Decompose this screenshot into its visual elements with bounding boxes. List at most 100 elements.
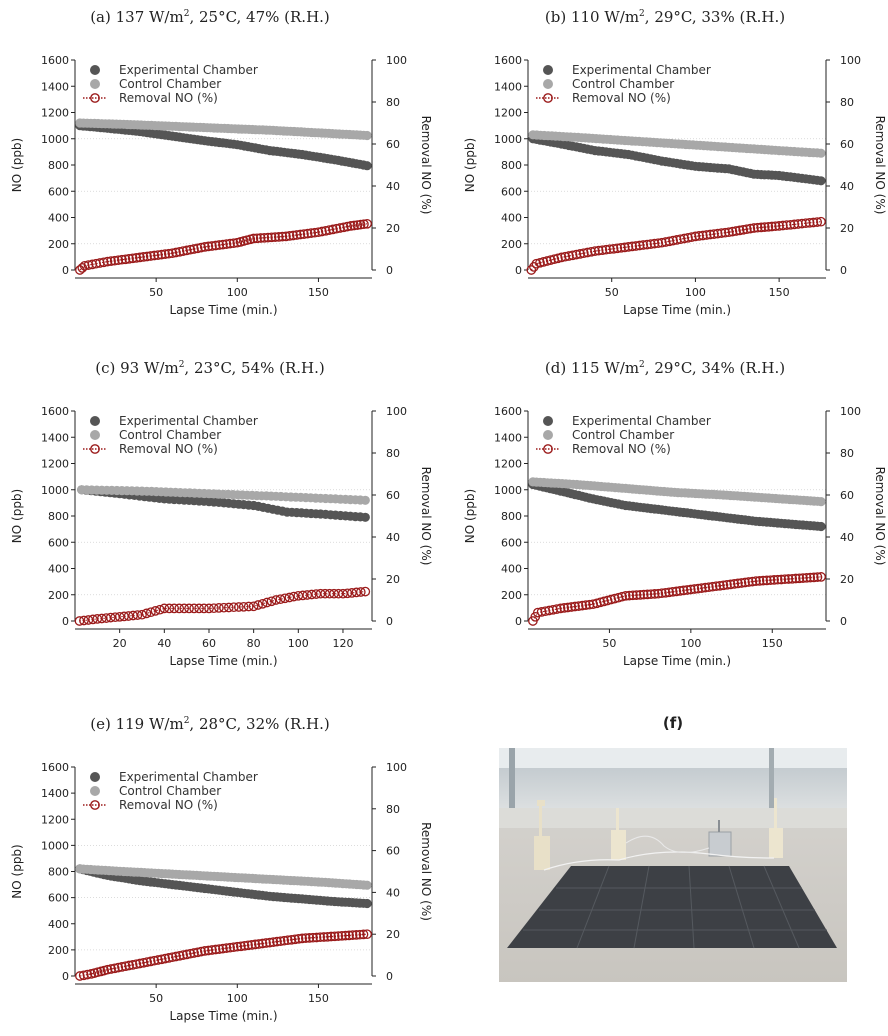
y-tick-label: 200 [48, 589, 69, 602]
data-point [280, 593, 290, 604]
data-point [311, 932, 322, 943]
data-point [150, 606, 161, 616]
data-point [282, 935, 293, 946]
y-tick-label: 0 [62, 264, 69, 277]
data-point [645, 239, 656, 249]
data-point [349, 220, 359, 231]
legend-marker [90, 786, 100, 796]
data-point [601, 244, 611, 255]
y-tick-label: 400 [501, 212, 522, 225]
series-control-chamber [528, 130, 826, 158]
data-point [359, 219, 369, 230]
series-removal-no- [75, 929, 372, 981]
data-point [718, 580, 729, 591]
y-tick-label: 0 [515, 615, 522, 628]
data-point [153, 955, 163, 965]
series-experimental-chamber [75, 121, 372, 171]
data-point [800, 218, 811, 229]
y2-axis-label: Removal NO (%) [873, 116, 887, 215]
y-tick-label: 1000 [494, 484, 522, 497]
y2-tick-label: 60 [386, 845, 400, 858]
data-point [649, 238, 660, 249]
data-point [313, 227, 324, 238]
data-point [769, 575, 779, 585]
data-point [816, 176, 826, 186]
data-point [612, 243, 623, 254]
data-point [360, 586, 371, 597]
data-point [306, 228, 317, 238]
data-point [179, 603, 190, 614]
data-point [203, 241, 214, 252]
data-point [189, 948, 199, 958]
data-point [642, 239, 652, 250]
y-tick-label: 600 [48, 185, 69, 198]
data-point [588, 599, 598, 610]
x-tick-label: 20 [113, 637, 127, 650]
data-point [120, 961, 131, 972]
data-point [716, 228, 727, 238]
y2-tick-label: 60 [840, 138, 854, 151]
data-point [604, 244, 615, 255]
data-point [567, 250, 578, 261]
data-point [199, 603, 209, 614]
data-point [816, 216, 826, 227]
data-point [586, 246, 597, 257]
y2-axis-label: Removal NO (%) [873, 467, 887, 566]
data-point [149, 955, 160, 966]
data-point [297, 933, 308, 944]
data-point [564, 251, 574, 261]
data-point [340, 930, 351, 941]
data-point [181, 245, 192, 256]
data-point [698, 230, 708, 241]
series-removal-no- [528, 572, 826, 626]
data-point [682, 585, 693, 595]
data-point [254, 939, 264, 949]
data-point [816, 148, 826, 158]
y-tick-label: 600 [48, 536, 69, 549]
data-point [801, 572, 812, 583]
data-point [266, 596, 277, 607]
data-point [542, 256, 552, 266]
data-point [243, 601, 254, 612]
legend-label: Experimental Chamber [119, 63, 258, 77]
data-point [711, 581, 722, 592]
data-point [214, 603, 224, 613]
data-point [358, 929, 369, 940]
data-point [281, 231, 291, 242]
data-point [149, 250, 160, 261]
data-point [700, 582, 711, 593]
data-point [724, 227, 734, 238]
data-point [145, 251, 156, 261]
data-point [733, 578, 743, 589]
legend-label: Control Chamber [119, 77, 221, 91]
data-point [709, 229, 719, 239]
data-point [214, 240, 225, 250]
x-axis-label: Lapse Time (min.) [169, 654, 277, 668]
data-point [268, 937, 279, 947]
y-tick-label: 200 [48, 238, 69, 251]
data-point [192, 243, 203, 254]
data-point [117, 254, 127, 265]
data-point [624, 590, 635, 601]
x-tick-label: 100 [680, 637, 701, 650]
data-point [551, 604, 562, 614]
data-point [704, 582, 714, 593]
series-experimental-chamber [528, 134, 826, 186]
data-point [667, 586, 678, 597]
data-point [270, 232, 281, 242]
legend-marker [90, 800, 100, 810]
data-point [286, 934, 297, 945]
data-point [203, 945, 214, 956]
data-point [239, 940, 250, 951]
data-point [642, 589, 653, 600]
y2-axis-label: Removal NO (%) [419, 467, 433, 566]
data-point [302, 590, 313, 600]
data-point [290, 934, 300, 945]
data-point [763, 221, 774, 232]
data-point [102, 256, 113, 267]
y-tick-label: 800 [501, 159, 522, 172]
data-point [675, 586, 685, 596]
data-point [712, 228, 723, 239]
series-removal-no- [74, 586, 371, 626]
